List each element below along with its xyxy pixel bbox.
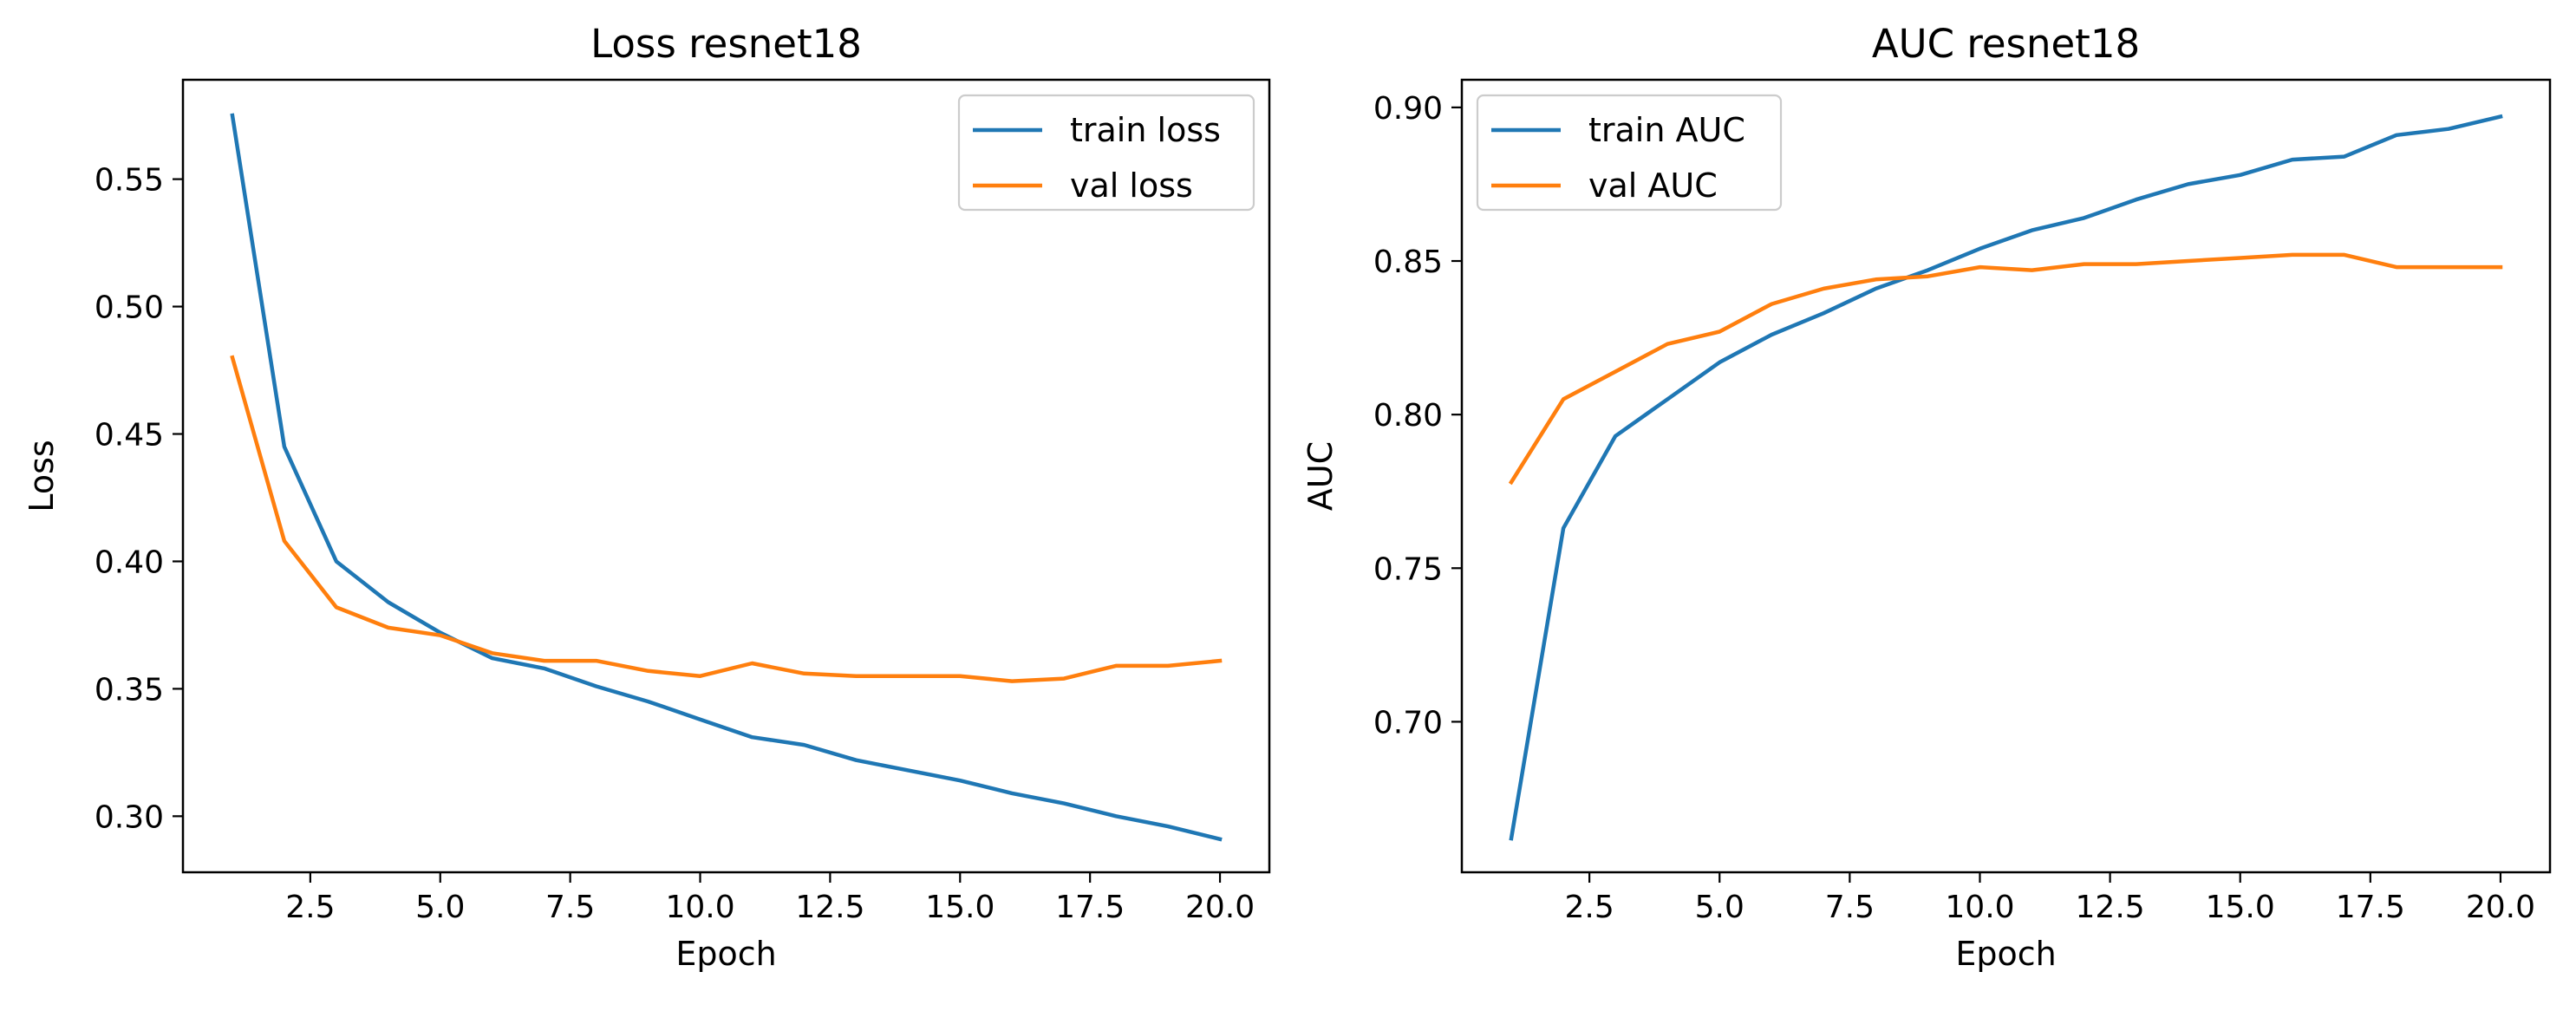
x-tick-label: 15.0 [925, 890, 995, 925]
x-tick-label: 12.5 [795, 890, 864, 925]
legend-label: val AUC [1588, 166, 1718, 205]
x-tick-label: 2.5 [285, 890, 335, 925]
x-tick-label: 5.0 [1695, 890, 1745, 925]
y-tick-label: 0.45 [95, 418, 164, 453]
series-line-val-loss [230, 355, 1223, 683]
series-line-train-loss [230, 113, 1223, 842]
legend-label: train loss [1070, 111, 1221, 149]
legend-label: train AUC [1588, 111, 1745, 149]
x-tick-label: 17.5 [1055, 890, 1125, 925]
y-axis-label: Loss [23, 440, 61, 512]
y-tick-label: 0.90 [1373, 91, 1443, 127]
chart-title: AUC resnet18 [1872, 21, 2140, 67]
legend-label: val loss [1070, 166, 1193, 205]
x-tick-label: 17.5 [2336, 890, 2405, 925]
y-tick-label: 0.35 [95, 672, 164, 708]
y-tick-label: 0.70 [1373, 705, 1443, 740]
x-tick-label: 2.5 [1564, 890, 1614, 925]
legend-box [957, 94, 1255, 212]
legend: train AUC val AUC [1476, 94, 1783, 212]
chart-title: Loss resnet18 [590, 21, 862, 67]
series-line-val-auc [1508, 252, 2503, 486]
y-tick-label: 0.85 [1373, 245, 1443, 280]
x-tick-label: 7.5 [545, 890, 595, 925]
y-tick-label: 0.50 [95, 290, 164, 326]
series-line-train-auc [1509, 114, 2503, 841]
plot-frame [181, 78, 1271, 874]
x-tick-label: 7.5 [1825, 890, 1875, 925]
x-axis-label: Epoch [1955, 935, 2056, 973]
y-tick-label: 0.55 [95, 163, 164, 199]
y-axis-label: AUC [1301, 441, 1340, 511]
plot-frame [1460, 78, 2552, 874]
chart-1: Loss resnet18 2.5 5.0 7.5 10.0 12.5 15.0 17.5 20… [23, 21, 1271, 973]
x-tick-label: 15.0 [2206, 890, 2275, 925]
legend-box [1476, 94, 1783, 212]
x-tick-label: 5.0 [415, 890, 465, 925]
x-tick-label: 10.0 [665, 890, 734, 925]
x-tick-label: 10.0 [1945, 890, 2014, 925]
x-axis-label: Epoch [675, 935, 776, 973]
legend: train loss val loss [957, 94, 1255, 212]
x-tick-label: 20.0 [2466, 890, 2535, 925]
y-tick-label: 0.80 [1373, 398, 1443, 434]
y-tick-label: 0.40 [95, 545, 164, 580]
x-tick-label: 20.0 [1185, 890, 1255, 925]
y-tick-label: 0.30 [95, 799, 164, 835]
x-tick-label: 12.5 [2076, 890, 2145, 925]
y-tick-label: 0.75 [1373, 551, 1443, 587]
chart-2: AUC resnet18 2.5 5.0 7.5 10.0 12.5 15.0 17.5 20.… [1301, 21, 2552, 973]
